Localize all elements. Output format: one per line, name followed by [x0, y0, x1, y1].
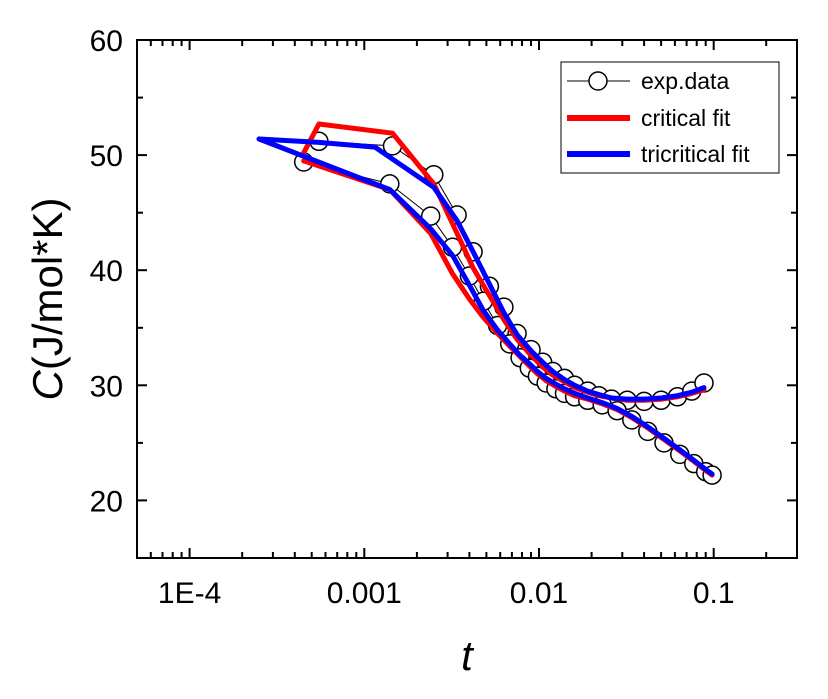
x-tick-label: 0.01: [510, 577, 568, 610]
exp-data-point: [420, 206, 441, 226]
x-tick-label: 1E-4: [158, 577, 221, 610]
y-tick-label: 50: [90, 140, 123, 173]
legend-exp-marker: [588, 71, 608, 91]
y-tick-label: 40: [90, 255, 123, 288]
tick-labels-layer: 20 30 40 50 60 1E-4 0.001 0.01 0.1: [90, 25, 735, 610]
y-axis-title-rest: (J/mol*K): [24, 197, 71, 370]
tricritical-fit-line: [256, 136, 715, 477]
y-tick-label: 60: [90, 25, 123, 58]
legend-critical-label: critical fit: [641, 105, 731, 131]
y-tick-label: 20: [90, 485, 123, 518]
ticks-layer: [136, 39, 798, 559]
x-tick-label: 0.1: [693, 577, 735, 610]
legend-exp-label: exp.data: [641, 68, 729, 94]
y-tick-label: 30: [90, 370, 123, 403]
tricritical-fit-line: [256, 136, 707, 402]
plot-frame: [136, 39, 798, 559]
legend: exp.data critical fit tricritical fit: [560, 61, 780, 174]
y-axis-title-italic: C: [24, 370, 71, 401]
legend-tricritical-label: tricritical fit: [641, 141, 750, 167]
y-axis-title: C(J/mol*K): [24, 197, 71, 400]
series-layer: [256, 121, 722, 485]
x-axis-title: t: [461, 632, 475, 679]
x-tick-label: 0.001: [327, 577, 402, 610]
